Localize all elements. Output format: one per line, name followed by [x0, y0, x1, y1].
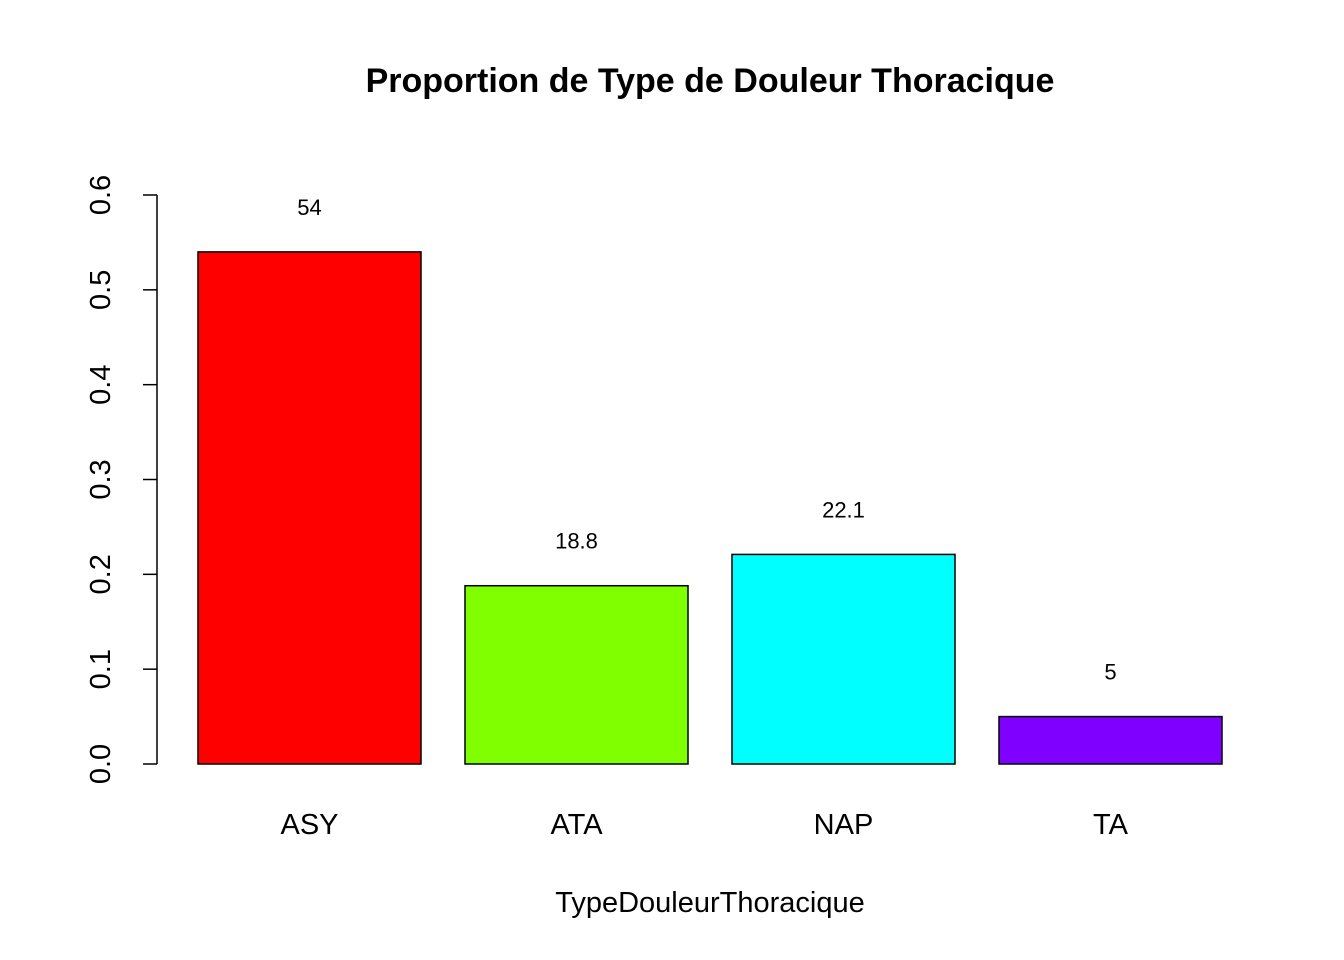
x-axis-title: TypeDouleurThoracique — [555, 887, 865, 919]
bars-group — [197, 251, 1223, 765]
y-tick-label: 0.6 — [85, 175, 117, 215]
category-label-nap: NAP — [814, 809, 874, 841]
category-labels-group: ASY ATA NAP TA — [280, 809, 1128, 841]
data-label-ata: 18.8 — [555, 529, 598, 554]
bar-ata — [464, 584, 689, 765]
y-tick-label: 0.3 — [85, 459, 117, 499]
y-tick-label: 0.0 — [85, 744, 117, 784]
bar-asy — [197, 251, 422, 765]
chart-title: Proportion de Type de Douleur Thoracique — [366, 62, 1055, 100]
y-tick-label: 0.4 — [85, 365, 117, 405]
data-labels-group: 54 18.8 22.1 5 — [297, 195, 1116, 685]
data-label-ta: 5 — [1104, 660, 1116, 685]
y-tick-label: 0.1 — [85, 649, 117, 689]
bar-ta — [998, 715, 1223, 765]
category-label-ata: ATA — [550, 809, 603, 841]
bar-nap — [731, 553, 956, 765]
y-tick-label: 0.5 — [85, 270, 117, 310]
data-label-nap: 22.1 — [822, 497, 865, 522]
category-label-asy: ASY — [280, 809, 338, 841]
category-label-ta: TA — [1093, 809, 1129, 841]
y-axis: 0.0 0.1 0.2 0.3 0.4 0.5 0.6 — [85, 175, 158, 784]
y-tick-label: 0.2 — [85, 554, 117, 594]
data-label-asy: 54 — [297, 195, 321, 220]
